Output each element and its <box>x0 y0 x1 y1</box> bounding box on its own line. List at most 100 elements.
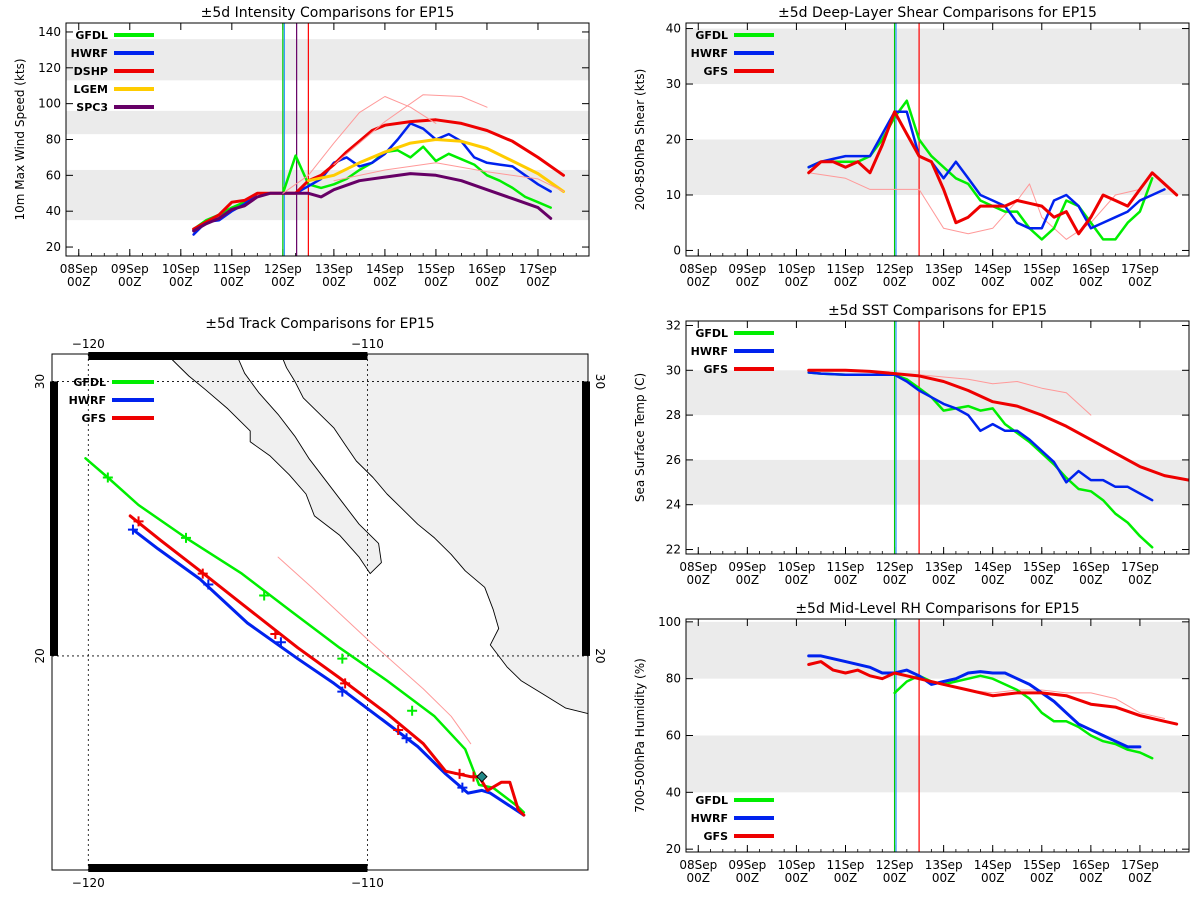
sst-xtick-sublabel-7: 00Z <box>1030 573 1054 587</box>
sst-xtick-sublabel-9: 00Z <box>1128 573 1152 587</box>
sst-series-gfs-prior <box>918 374 1092 416</box>
track-marker-gfdl-2 <box>259 590 270 601</box>
land-baja-california <box>166 354 382 575</box>
rh-xtick-sublabel-6: 00Z <box>981 871 1005 885</box>
sst-legend-label-gfs: GFS <box>704 363 729 376</box>
intensity-legend-label-dshp: DSHP <box>74 65 108 78</box>
sst-legend-label-gfdl: GFDL <box>695 327 728 340</box>
intensity-series-spc3 <box>192 172 553 233</box>
intensity-ytick-label-120: 120 <box>38 61 61 75</box>
intensity-ytick-label-100: 100 <box>38 97 61 111</box>
intensity-title: ±5d Intensity Comparisons for EP15 <box>201 5 455 21</box>
shear-xtick-sublabel-3: 00Z <box>834 275 858 289</box>
sst-ytick-label-24: 24 <box>666 498 681 512</box>
intensity-xtick-label-5: 13Sep <box>315 262 353 276</box>
sst-xtick-label-9: 17Sep <box>1121 560 1159 574</box>
shear-xtick-label-0: 08Sep <box>679 262 717 276</box>
shear-xtick-label-7: 15Sep <box>1023 262 1061 276</box>
intensity-series-lgem <box>306 138 565 193</box>
intensity-plot-frame <box>65 22 590 257</box>
sst-xtick-sublabel-8: 00Z <box>1079 573 1103 587</box>
intensity-xtick-sublabel-6: 00Z <box>373 275 397 289</box>
intensity-panel: ±5d Intensity Comparisons for EP15 10m Ma… <box>13 5 590 289</box>
intensity-xtick-label-0: 08Sep <box>60 262 98 276</box>
track-series-hwrf <box>131 528 526 817</box>
rh-panel: ±5d Mid-Level RH Comparisons for EP15 700… <box>633 601 1190 885</box>
track-lat-label-left-1: 30 <box>33 374 47 389</box>
intensity-xtick-label-6: 14Sep <box>366 262 404 276</box>
intensity-ytick-label-80: 80 <box>46 133 61 147</box>
rh-xtick-label-6: 14Sep <box>974 858 1012 872</box>
track-marker-gfdl-4 <box>407 705 418 716</box>
sst-xtick-sublabel-1: 00Z <box>736 573 760 587</box>
intensity-xtick-sublabel-7: 00Z <box>424 275 448 289</box>
intensity-y-axis-label: 10m Max Wind Speed (kts) <box>13 58 27 220</box>
shear-xtick-label-3: 11Sep <box>827 262 865 276</box>
intensity-legend-label-gfdl: GFDL <box>75 29 108 42</box>
rh-y-axis-label: 700-500hPa Humidity (%) <box>633 658 647 813</box>
shear-legend-label-hwrf: HWRF <box>691 47 728 60</box>
sst-xtick-sublabel-2: 00Z <box>785 573 809 587</box>
sst-xtick-sublabel-3: 00Z <box>834 573 858 587</box>
rh-xtick-sublabel-0: 00Z <box>687 871 711 885</box>
shear-ytick-label-30: 30 <box>666 77 681 91</box>
sst-xtick-label-2: 10Sep <box>777 560 815 574</box>
sst-ytick-label-32: 32 <box>666 318 681 332</box>
sst-xtick-label-8: 16Sep <box>1072 560 1110 574</box>
shear-ytick-label-20: 20 <box>666 133 681 147</box>
rh-band-1 <box>686 621 1189 679</box>
sst-ytick-label-22: 22 <box>666 543 681 557</box>
rh-xtick-label-5: 13Sep <box>925 858 963 872</box>
rh-ytick-label-60: 60 <box>666 729 681 743</box>
rh-xtick-label-2: 10Sep <box>777 858 815 872</box>
shear-band-0 <box>686 139 1189 195</box>
shear-xtick-sublabel-9: 00Z <box>1128 275 1152 289</box>
shear-ytick-label-40: 40 <box>666 22 681 36</box>
intensity-xtick-label-2: 10Sep <box>162 262 200 276</box>
rh-xtick-sublabel-8: 00Z <box>1079 871 1103 885</box>
sst-band-0 <box>686 459 1189 505</box>
sst-xtick-sublabel-6: 00Z <box>981 573 1005 587</box>
rh-ytick-label-80: 80 <box>666 672 681 686</box>
track-marker-hwrf-4 <box>401 733 412 744</box>
intensity-xtick-sublabel-4: 00Z <box>271 275 295 289</box>
rh-ytick-label-100: 100 <box>658 615 681 629</box>
shear-xtick-label-2: 10Sep <box>777 262 815 276</box>
land-mainland-mexico <box>280 354 588 715</box>
sst-xtick-label-3: 11Sep <box>827 560 865 574</box>
shear-series-gfdl <box>807 99 1154 241</box>
shear-series-gfs <box>807 110 1179 236</box>
track-border-segment-left <box>50 381 58 656</box>
intensity-xtick-sublabel-0: 00Z <box>67 275 91 289</box>
shear-xtick-sublabel-8: 00Z <box>1079 275 1103 289</box>
shear-band-1 <box>686 28 1189 85</box>
intensity-legend-label-lgem: LGEM <box>74 83 109 96</box>
intensity-legend-label-hwrf: HWRF <box>71 47 108 60</box>
sst-title: ±5d SST Comparisons for EP15 <box>828 303 1047 319</box>
shear-legend-label-gfdl: GFDL <box>695 29 728 42</box>
shear-xtick-sublabel-7: 00Z <box>1030 275 1054 289</box>
track-marker-gfdl-0 <box>102 472 113 483</box>
shear-series-hwrf <box>807 110 1166 230</box>
rh-xtick-sublabel-7: 00Z <box>1030 871 1054 885</box>
track-lat-label-right-1: 30 <box>593 374 607 389</box>
track-lat-label-left-0: 20 <box>33 648 47 663</box>
shear-xtick-label-5: 13Sep <box>925 262 963 276</box>
sst-xtick-label-0: 08Sep <box>679 560 717 574</box>
sst-series-gfs <box>807 368 1189 482</box>
track-marker-hwrf-0 <box>127 524 138 535</box>
track-lon-label-top-0: −120 <box>72 337 105 351</box>
intensity-xtick-sublabel-9: 00Z <box>526 275 550 289</box>
track-marker-gfdl-1 <box>181 532 191 543</box>
track-legend-label-gfdl: GFDL <box>73 376 106 389</box>
intensity-ytick-label-140: 140 <box>38 25 61 39</box>
track-marker-hwrf-1 <box>203 579 214 590</box>
rh-ytick-label-40: 40 <box>666 785 681 799</box>
intensity-band-1 <box>66 110 589 135</box>
rh-xtick-sublabel-2: 00Z <box>785 871 809 885</box>
sst-ytick-label-30: 30 <box>666 363 681 377</box>
track-title: ±5d Track Comparisons for EP15 <box>205 316 434 332</box>
intensity-series-group <box>192 94 565 236</box>
intensity-xtick-label-7: 15Sep <box>417 262 455 276</box>
